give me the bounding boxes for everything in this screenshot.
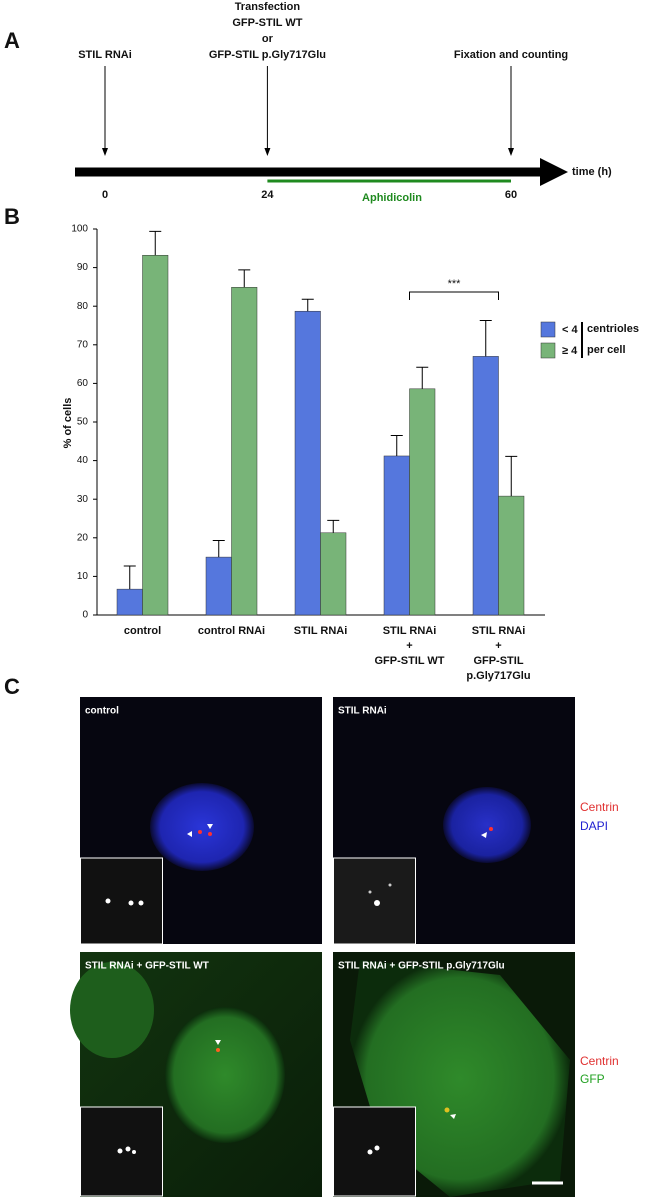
centrin [208, 832, 212, 836]
bar [472, 356, 499, 616]
x-tick-label: + [406, 640, 412, 652]
error-bar [327, 519, 340, 533]
x-tick-label: + [495, 640, 501, 652]
bar [409, 388, 436, 616]
y-tick-label: 70 [77, 339, 89, 350]
error-bar [416, 366, 429, 389]
legend-title: per cell [587, 344, 626, 356]
x-tick-label: p.Gly717Glu [466, 670, 530, 682]
y-tick-label: 50 [77, 417, 89, 428]
image-label: STIL RNAi + GFP-STIL p.Gly717Glu [338, 961, 505, 972]
event-arrowhead [508, 148, 514, 156]
x-tick-label: STIL RNAi [472, 625, 526, 637]
y-axis-title: % of cells [62, 398, 74, 449]
error-bar [479, 319, 492, 357]
legend-title: centrioles [587, 323, 639, 335]
x-tick-label: STIL RNAi [383, 625, 437, 637]
y-tick-label: 10 [77, 571, 89, 582]
time-label: 0 [102, 189, 108, 201]
nucleus [443, 787, 531, 863]
nucleus [150, 783, 254, 871]
y-tick-label: 40 [77, 455, 89, 466]
bar [498, 495, 525, 616]
y-tick-label: 80 [77, 301, 89, 312]
significance-bracket [409, 291, 499, 300]
channel-label: Centrin [580, 1054, 619, 1068]
channel-label: GFP [580, 1072, 605, 1086]
legend-label: ≥ 4 [562, 345, 578, 357]
image-label: STIL RNAi + GFP-STIL WT [85, 961, 209, 972]
x-tick-label: control [124, 625, 161, 637]
timeline: time (h) Aphidicolin [75, 158, 612, 204]
cell [165, 1007, 285, 1143]
bar [116, 588, 143, 616]
time-label: 24 [261, 189, 274, 201]
error-bar [301, 298, 314, 312]
image-label: control [85, 706, 119, 717]
bar [205, 556, 232, 616]
legend-swatch [540, 342, 556, 359]
error-bar [149, 230, 162, 256]
panel-label: A [4, 28, 20, 53]
x-tick-label: GFP-STIL WT [374, 655, 444, 667]
y-tick-label: 60 [77, 378, 89, 389]
legend-label: < 4 [562, 324, 578, 336]
y-tick-label: 30 [77, 494, 89, 505]
arrowhead [450, 1114, 456, 1119]
bar [320, 532, 347, 616]
event-arrowhead [264, 148, 271, 156]
error-bar [212, 540, 225, 558]
panel-label: B [4, 204, 20, 229]
bar [383, 455, 410, 616]
panel-label: C [4, 674, 20, 699]
time-label: 60 [505, 189, 517, 201]
channel-label: DAPI [580, 819, 608, 833]
event-label: GFP-STIL p.Gly717Glu [209, 49, 326, 61]
inset [80, 857, 163, 945]
x-tick-label: GFP-STIL [473, 655, 523, 667]
micrographs [70, 697, 575, 1197]
y-tick-label: 20 [77, 532, 89, 543]
event-label: GFP-STIL WT [232, 17, 302, 29]
y-tick-label: 100 [71, 224, 88, 235]
treatment-label: Aphidicolin [362, 192, 422, 204]
event-label: STIL RNAi [78, 49, 132, 61]
event-label: or [262, 33, 274, 45]
bar [294, 310, 321, 616]
arrow-head [540, 158, 568, 186]
event-label: Fixation and counting [454, 49, 568, 61]
error-bar [123, 565, 136, 590]
arrowhead [215, 1040, 221, 1045]
event-label: Transfection [235, 1, 301, 13]
event-arrowhead [102, 148, 108, 156]
arrowhead [481, 832, 487, 838]
error-bar [505, 455, 518, 497]
legend-swatch [540, 321, 556, 338]
inset [333, 1106, 416, 1197]
significance-label: *** [448, 278, 462, 290]
arrowhead [207, 824, 213, 829]
inset [333, 857, 416, 945]
bar [231, 287, 258, 616]
bar [142, 254, 169, 616]
y-tick-label: 90 [77, 262, 89, 273]
x-tick-label: STIL RNAi [294, 625, 348, 637]
axis-label: time (h) [572, 166, 612, 178]
channel-label: Centrin [580, 800, 619, 814]
y-tick-label: 0 [82, 610, 88, 621]
error-bar [390, 435, 403, 456]
arrowhead [187, 831, 192, 837]
image-label: STIL RNAi [338, 706, 387, 717]
x-tick-label: control RNAi [198, 625, 265, 637]
centrin [198, 830, 202, 834]
error-bar [238, 269, 251, 288]
